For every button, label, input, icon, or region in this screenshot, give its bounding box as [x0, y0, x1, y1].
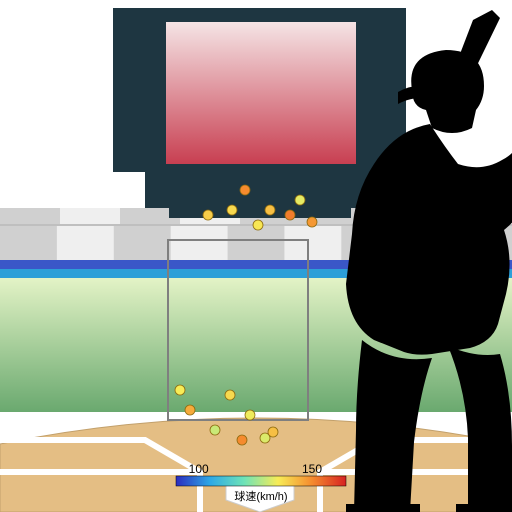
pitch-marker	[227, 205, 237, 215]
pitch-marker	[285, 210, 295, 220]
pitch-marker	[265, 205, 275, 215]
pitch-marker	[175, 385, 185, 395]
pitch-marker	[185, 405, 195, 415]
pitch-marker	[225, 390, 235, 400]
pitch-marker	[245, 410, 255, 420]
pitch-marker	[268, 427, 278, 437]
colorbar-tick: 150	[302, 462, 322, 476]
pitch-location-chart: 100 150 球速(km/h)	[0, 0, 512, 512]
pitch-marker	[210, 425, 220, 435]
colorbar-tick: 100	[189, 462, 209, 476]
pitch-marker	[237, 435, 247, 445]
scoreboard-screen	[166, 22, 356, 164]
pitch-marker	[240, 185, 250, 195]
pitch-marker	[203, 210, 213, 220]
colorbar-label: 球速(km/h)	[234, 489, 287, 503]
pitch-marker	[307, 217, 317, 227]
pitch-marker	[253, 220, 263, 230]
scoreboard	[113, 8, 406, 218]
pitch-marker	[295, 195, 305, 205]
